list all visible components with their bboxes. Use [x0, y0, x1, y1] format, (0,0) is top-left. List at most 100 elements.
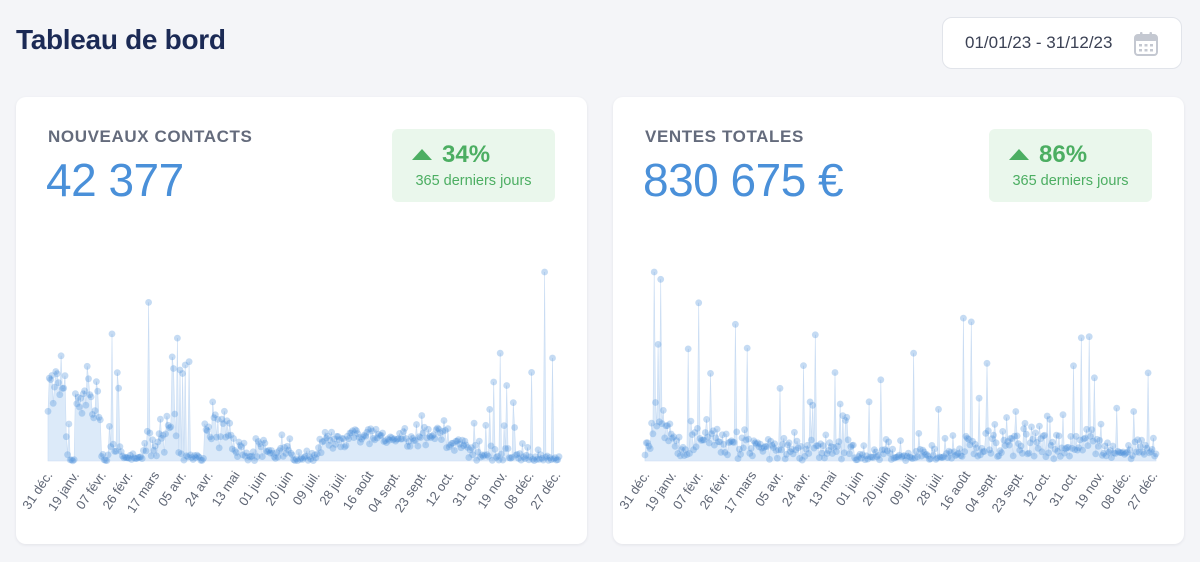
data-point: [410, 437, 418, 445]
data-point: [65, 420, 73, 428]
data-point: [998, 449, 1005, 456]
data-point: [1050, 455, 1058, 463]
data-point: [1009, 452, 1017, 460]
data-point: [878, 446, 886, 454]
data-point: [285, 446, 292, 454]
data-point: [961, 448, 969, 455]
data-point: [234, 453, 241, 460]
data-point: [125, 454, 133, 462]
data-point: [1017, 442, 1025, 450]
data-point: [180, 456, 188, 464]
kpi-value: 42 377: [46, 154, 184, 206]
data-point: [851, 454, 858, 462]
data-point: [343, 432, 351, 440]
data-point: [177, 450, 185, 458]
data-point: [132, 455, 139, 462]
data-point: [874, 452, 882, 459]
data-point: [914, 453, 921, 461]
data-point: [205, 423, 213, 431]
data-point: [551, 454, 559, 462]
data-point: [201, 420, 209, 428]
data-point: [1036, 422, 1043, 430]
data-point: [99, 451, 107, 458]
data-point: [192, 454, 200, 461]
data-point: [490, 378, 498, 386]
data-point: [206, 433, 214, 441]
data-point: [208, 435, 215, 443]
data-point: [373, 434, 381, 442]
data-point: [417, 434, 424, 441]
data-point: [847, 443, 855, 451]
data-point: [422, 441, 430, 449]
data-point: [157, 415, 164, 423]
data-point: [1076, 436, 1084, 444]
data-point: [477, 453, 484, 461]
data-point: [441, 427, 449, 434]
data-point: [745, 435, 752, 443]
data-point: [848, 442, 856, 449]
data-point: [662, 422, 670, 430]
data-point: [337, 443, 345, 451]
data-point: [936, 453, 944, 461]
data-point: [555, 453, 563, 460]
data-point: [686, 450, 693, 457]
data-point: [999, 428, 1007, 435]
data-point: [708, 430, 716, 437]
data-point: [171, 410, 179, 418]
calendar-icon[interactable]: [1133, 31, 1159, 57]
data-point: [225, 432, 232, 439]
data-point: [307, 455, 315, 463]
data-point: [200, 455, 207, 462]
data-point: [756, 440, 764, 448]
data-point: [1066, 452, 1073, 460]
data-point: [194, 453, 202, 460]
data-point: [47, 376, 54, 383]
data-point: [219, 420, 227, 427]
data-point: [1071, 446, 1079, 453]
data-point: [226, 419, 234, 427]
data-point: [1043, 412, 1051, 420]
data-point: [1094, 443, 1102, 450]
data-point: [133, 455, 141, 462]
data-point: [962, 432, 970, 440]
data-point: [908, 455, 916, 462]
data-point: [424, 425, 432, 433]
data-point: [275, 447, 283, 455]
data-point: [1152, 450, 1160, 458]
data-point: [674, 450, 682, 457]
data-point: [903, 452, 911, 460]
data-point: [265, 446, 273, 454]
data-point: [193, 451, 201, 459]
data-point: [1125, 442, 1132, 449]
data-point: [1012, 408, 1020, 415]
data-point: [661, 434, 669, 442]
date-range-picker[interactable]: 01/01/23 - 31/12/23: [942, 17, 1182, 69]
data-point: [274, 453, 282, 461]
data-point: [940, 453, 948, 461]
data-point: [1074, 446, 1081, 454]
x-tick-label: 13 mai: [208, 468, 242, 509]
data-point: [381, 437, 389, 445]
data-point: [363, 428, 371, 436]
card-total-sales: VENTES TOTALES 830 675 € 86% 365 dernier…: [613, 97, 1184, 544]
data-point: [1051, 446, 1059, 453]
data-point: [1080, 435, 1088, 443]
data-point: [554, 456, 562, 464]
data-point: [809, 401, 817, 409]
data-point: [1034, 445, 1042, 452]
series-area: [644, 271, 1157, 462]
data-point: [923, 451, 931, 458]
data-point: [475, 437, 483, 445]
data-point: [107, 443, 115, 450]
data-point: [1077, 334, 1085, 342]
data-point: [449, 439, 457, 447]
data-point: [281, 444, 288, 451]
date-range-value: 01/01/23 - 31/12/23: [965, 33, 1113, 52]
data-point: [440, 417, 448, 424]
data-point: [526, 453, 534, 461]
data-point: [1087, 433, 1094, 440]
data-point: [663, 422, 671, 429]
data-point: [1143, 444, 1151, 452]
data-point: [419, 429, 427, 437]
data-point: [187, 451, 194, 459]
